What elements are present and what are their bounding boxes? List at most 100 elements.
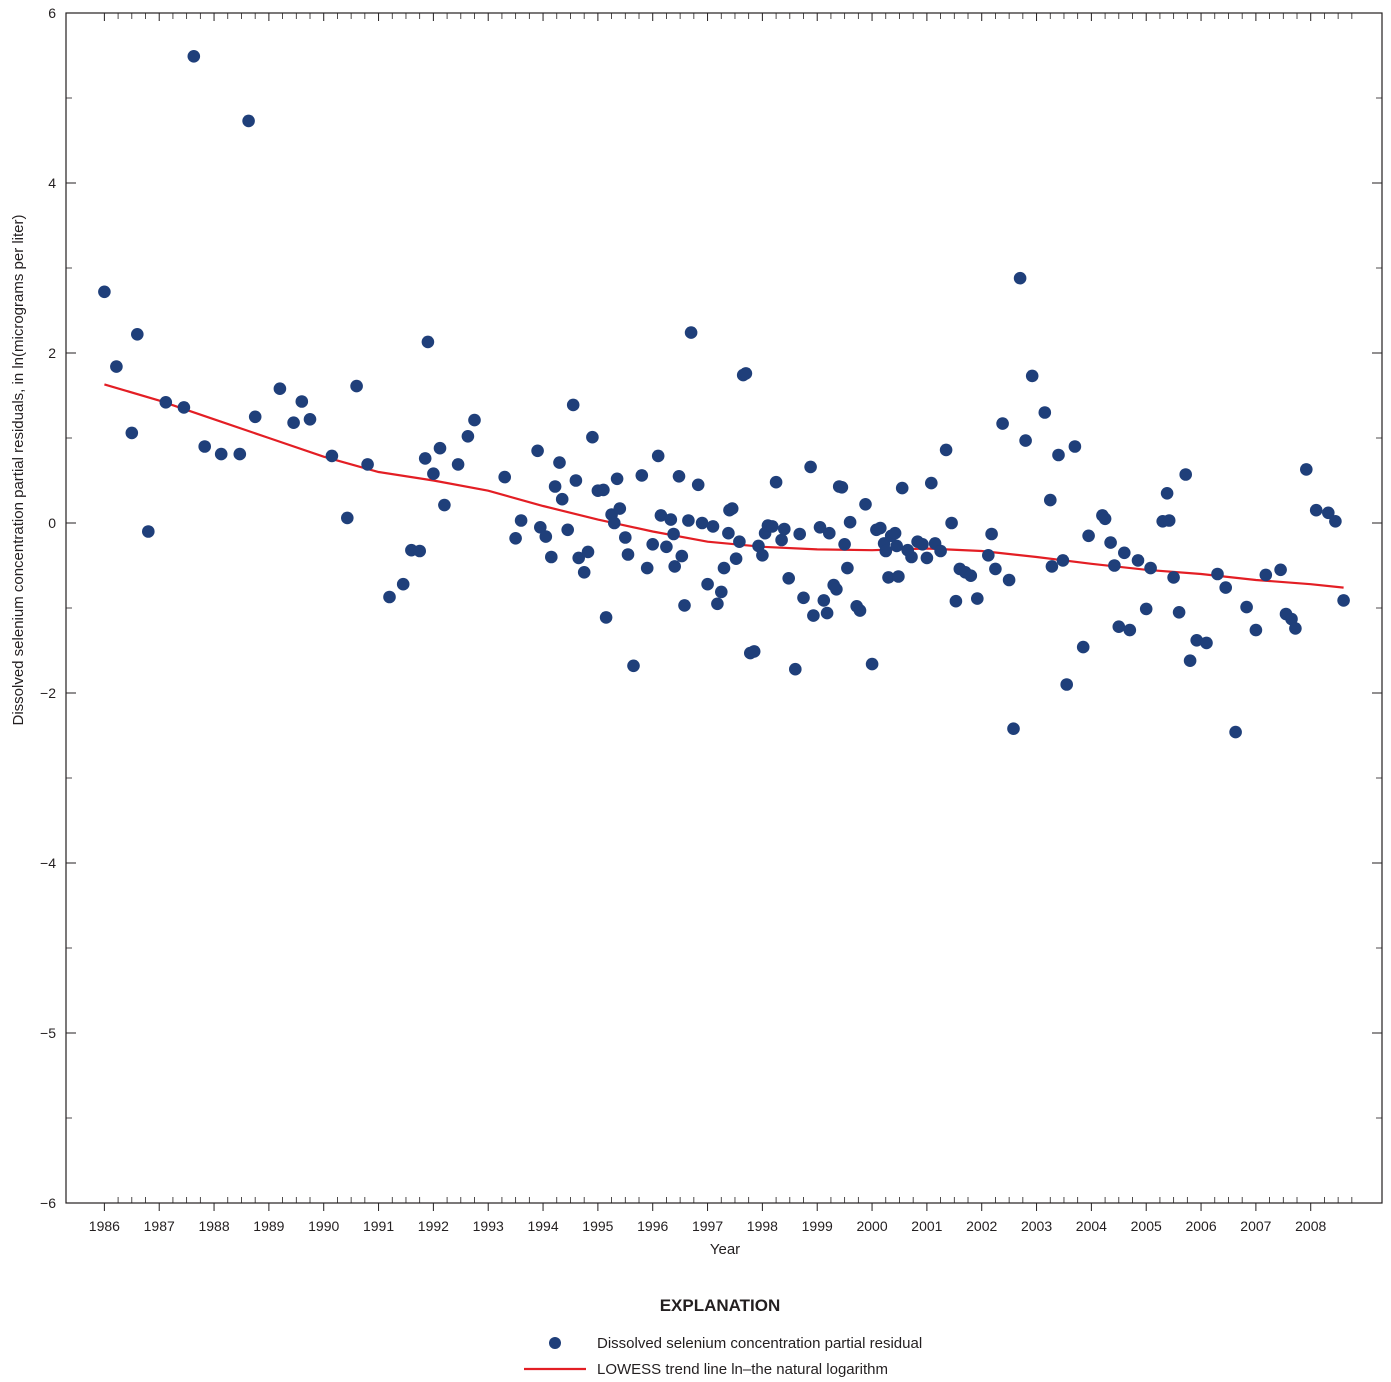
data-point xyxy=(820,606,834,620)
data-point xyxy=(874,521,887,535)
x-tick-label: 2002 xyxy=(966,1218,997,1234)
data-point xyxy=(531,444,544,458)
data-point xyxy=(843,515,857,529)
data-point xyxy=(539,530,553,543)
x-tick-label: 1998 xyxy=(747,1218,778,1234)
x-tick-label: 1997 xyxy=(692,1218,723,1234)
x-tick-label: 1994 xyxy=(527,1218,558,1234)
data-point xyxy=(807,609,820,622)
data-point xyxy=(890,539,903,553)
y-tick-label: −2 xyxy=(40,685,56,701)
data-point xyxy=(1025,369,1039,383)
axis-ticks xyxy=(66,12,1382,1211)
x-tick-label: 1989 xyxy=(253,1218,284,1234)
data-point xyxy=(509,532,522,545)
data-point xyxy=(125,426,139,440)
y-tick-label: −6 xyxy=(40,1195,56,1211)
data-point xyxy=(1160,487,1174,500)
data-point xyxy=(1060,678,1073,691)
data-point xyxy=(1082,529,1095,543)
data-point xyxy=(804,460,817,474)
y-tick-label: 0 xyxy=(48,515,56,531)
data-point xyxy=(1108,559,1121,572)
data-point xyxy=(619,531,632,544)
data-point xyxy=(1098,512,1112,526)
data-point xyxy=(1249,623,1263,637)
data-point xyxy=(711,597,724,611)
data-point xyxy=(548,480,562,493)
data-point xyxy=(1219,581,1232,594)
x-tick-label: 2007 xyxy=(1240,1218,1271,1234)
x-tick-label: 1996 xyxy=(637,1218,668,1234)
data-point xyxy=(813,521,827,534)
data-point xyxy=(934,544,947,558)
data-point xyxy=(769,475,783,489)
data-point xyxy=(778,522,791,536)
x-tick-label: 1988 xyxy=(198,1218,229,1234)
data-point xyxy=(888,526,902,540)
data-point xyxy=(627,659,640,673)
data-point xyxy=(964,569,978,582)
data-point xyxy=(722,526,735,540)
data-point xyxy=(925,476,938,490)
x-tick-label: 2004 xyxy=(1076,1218,1107,1234)
data-point xyxy=(1190,634,1203,647)
data-point xyxy=(273,382,287,396)
data-point xyxy=(1144,561,1157,575)
data-point xyxy=(1274,563,1287,577)
data-point xyxy=(701,577,714,591)
data-point xyxy=(715,585,728,599)
data-point xyxy=(427,467,440,481)
data-point xyxy=(797,591,810,605)
data-point xyxy=(733,535,746,548)
data-point xyxy=(566,398,580,412)
data-point xyxy=(1309,503,1323,517)
y-tick-label: 4 xyxy=(48,175,56,191)
data-point xyxy=(561,523,574,537)
data-point xyxy=(1112,620,1126,633)
data-point xyxy=(695,516,709,530)
data-point xyxy=(325,449,339,463)
data-point xyxy=(660,540,673,554)
data-point xyxy=(1052,448,1065,462)
data-point xyxy=(1019,434,1032,447)
data-point xyxy=(640,561,654,575)
data-point xyxy=(1007,722,1020,735)
data-point xyxy=(675,549,689,563)
data-point xyxy=(1076,640,1090,654)
data-point xyxy=(131,328,144,341)
y-tick-label: −4 xyxy=(40,855,56,871)
data-point xyxy=(1167,571,1180,584)
data-point xyxy=(1329,515,1342,528)
data-point xyxy=(110,360,123,373)
data-point xyxy=(916,538,929,551)
data-point xyxy=(739,367,753,380)
data-point xyxy=(1322,506,1335,520)
data-point xyxy=(838,538,851,551)
data-point xyxy=(706,520,720,533)
data-point xyxy=(971,592,984,605)
data-point xyxy=(892,570,905,583)
data-point xyxy=(1289,622,1302,635)
data-point xyxy=(672,470,686,483)
data-point xyxy=(438,498,451,512)
x-tick-label: 2008 xyxy=(1295,1218,1326,1234)
data-point xyxy=(841,561,854,575)
data-point xyxy=(756,549,769,562)
data-point xyxy=(555,492,569,506)
x-tick-label: 1986 xyxy=(89,1218,120,1234)
data-point xyxy=(613,502,627,515)
data-point xyxy=(654,509,668,522)
data-point xyxy=(667,527,680,541)
x-tick-label: 1990 xyxy=(308,1218,339,1234)
data-point xyxy=(830,583,843,596)
data-point xyxy=(577,566,591,579)
data-point xyxy=(350,379,363,393)
data-point xyxy=(433,441,447,455)
data-point xyxy=(766,520,779,533)
x-tick-label: 2000 xyxy=(856,1218,887,1234)
data-point xyxy=(1131,554,1145,567)
data-point xyxy=(413,544,427,558)
data-point xyxy=(621,548,635,561)
data-point xyxy=(817,594,831,607)
